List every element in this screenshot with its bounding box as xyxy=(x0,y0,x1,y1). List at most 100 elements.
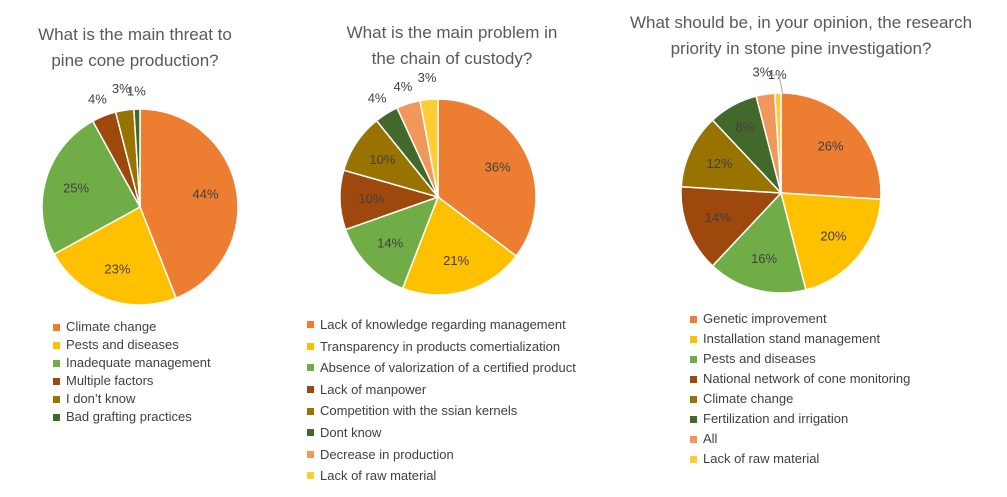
legend-label: Lack of knowledge regarding management xyxy=(320,317,566,332)
legend-item: Competition with the ssian kernels xyxy=(307,400,576,422)
legend-label: Dont know xyxy=(320,424,382,440)
legend-item: Transparency in products comertializatio… xyxy=(307,336,576,358)
legend-swatch xyxy=(690,375,697,383)
pie-slice-1 xyxy=(139,108,239,300)
pie-slice-8 xyxy=(773,92,782,194)
legend-swatch xyxy=(690,355,697,363)
legend-label: Installation stand management xyxy=(703,331,881,346)
legend-label: Pests and diseases xyxy=(66,337,179,352)
legend-1: Climate change Pests and diseases Inadequa… xyxy=(53,318,211,426)
slice-label-3: 25% xyxy=(63,180,89,195)
slice-label-1: 44% xyxy=(192,187,218,202)
legend-swatch xyxy=(690,315,697,323)
pie-slice-8 xyxy=(419,98,439,198)
legend-item: Lack of manpower xyxy=(307,379,576,401)
pie-slice-6 xyxy=(133,108,141,208)
legend-swatch xyxy=(53,359,60,367)
legend-swatch xyxy=(53,395,60,403)
legend-item: Lack of knowledge regarding management xyxy=(307,314,576,336)
slice-label-1: 26% xyxy=(818,139,844,154)
legend-swatch xyxy=(307,472,314,480)
legend-label: Climate change xyxy=(703,391,794,406)
legend-item: Inadequate management xyxy=(53,354,211,372)
legend-label: Inadequate management xyxy=(66,355,211,370)
legend-item: Decrease in production xyxy=(307,444,576,466)
legend-label: Competition with the ssian kernels xyxy=(320,403,518,419)
legend-label: Genetic improvement xyxy=(703,311,827,326)
pie-slice-1 xyxy=(780,92,882,201)
legend-swatch xyxy=(53,413,60,421)
legend-item: Climate change xyxy=(53,318,211,336)
legend-item: Pests and diseases xyxy=(690,349,910,369)
slice-label-5: 12% xyxy=(706,156,732,171)
legend-label: Decrease in production xyxy=(320,446,454,462)
legend-item: I don’t know xyxy=(53,390,211,408)
legend-swatch xyxy=(307,321,314,329)
pie-chart-3: 26%20%16%14%12%8%3%1% xyxy=(680,65,882,294)
legend-swatch xyxy=(53,323,60,331)
legend-label: National network of cone monitoring xyxy=(703,371,911,386)
leader-line xyxy=(771,74,784,96)
slice-label-1: 36% xyxy=(485,159,511,174)
pie-slice-2 xyxy=(53,205,178,306)
pie-slice-2 xyxy=(780,192,882,291)
slice-label-3: 14% xyxy=(377,235,403,250)
slice-label-4: 4% xyxy=(88,92,107,107)
legend-swatch xyxy=(53,341,60,349)
pie-slice-3 xyxy=(41,120,142,256)
chart-title-2: What is the main problem in the chain of… xyxy=(346,23,558,68)
legend-swatch xyxy=(690,335,697,343)
slice-label-2: 21% xyxy=(443,253,469,268)
legend-label: All xyxy=(703,431,718,446)
slice-label-4: 10% xyxy=(358,191,384,206)
legend-swatch xyxy=(307,364,314,372)
legend-swatch xyxy=(690,395,697,403)
legend-item: Dont know xyxy=(307,422,576,444)
slice-label-8: 3% xyxy=(418,70,437,85)
pie-slice-4 xyxy=(680,185,783,267)
legend-label: Pests and diseases xyxy=(703,351,816,366)
pie-slice-1 xyxy=(437,98,537,258)
pie-chart-1: 44% 23% 25% 4% 3%1% xyxy=(41,81,239,306)
legend-item: Pests and diseases xyxy=(53,336,211,354)
legend-item: Lack of raw material xyxy=(307,465,576,487)
legend-item: Bad grafting practices xyxy=(53,408,211,426)
slice-label-7: 4% xyxy=(394,79,413,94)
legend-swatch xyxy=(307,450,314,458)
legend-label: I don’t know xyxy=(66,391,136,406)
legend-label: Lack of manpower xyxy=(320,381,427,397)
legend-item: Absence of valorization of a certified p… xyxy=(307,357,576,379)
legend-item: Multiple factors xyxy=(53,372,211,390)
slice-label-6: 8% xyxy=(736,119,755,134)
slice-label-6: 4% xyxy=(368,91,387,106)
legend-label: Climate change xyxy=(66,319,157,334)
pie-slice-3 xyxy=(711,191,807,294)
slice-label-2: 23% xyxy=(104,262,130,277)
chart-title-3: What should be, in your opinion, the res… xyxy=(629,13,973,58)
legend-swatch xyxy=(690,435,697,443)
slice-label-2: 20% xyxy=(820,228,846,243)
legend-label: Lack of raw material xyxy=(320,468,437,484)
slice-label-6: 1% xyxy=(127,83,146,98)
legend-item: National network of cone monitoring xyxy=(690,369,910,389)
slice-label-3: 16% xyxy=(751,251,777,266)
legend-label: Multiple factors xyxy=(66,373,154,388)
legend-label: Bad grafting practices xyxy=(66,409,192,424)
slice-label-5: 3% xyxy=(112,81,131,96)
legend-swatch xyxy=(690,415,697,423)
chart-title-1: What is the main threat to pine cone pro… xyxy=(38,25,232,70)
legend-label: Transparency in products comertializatio… xyxy=(320,338,561,354)
legend-swatch xyxy=(690,455,697,463)
legend-swatch xyxy=(307,386,314,394)
legend-item: Climate change xyxy=(690,389,910,409)
pie-slice-5 xyxy=(680,119,783,194)
legend-swatch xyxy=(53,377,60,385)
slice-label-5: 10% xyxy=(369,152,395,167)
legend-swatch xyxy=(307,429,314,437)
slice-label-4: 14% xyxy=(705,210,731,225)
slice-label-7: 3% xyxy=(753,65,772,80)
legend-label: Fertilization and irrigation xyxy=(703,411,849,426)
legend-swatch xyxy=(307,407,314,415)
legend-item: Installation stand management xyxy=(690,329,910,349)
legend-3: Genetic improvement Installation stand ma… xyxy=(690,309,910,469)
